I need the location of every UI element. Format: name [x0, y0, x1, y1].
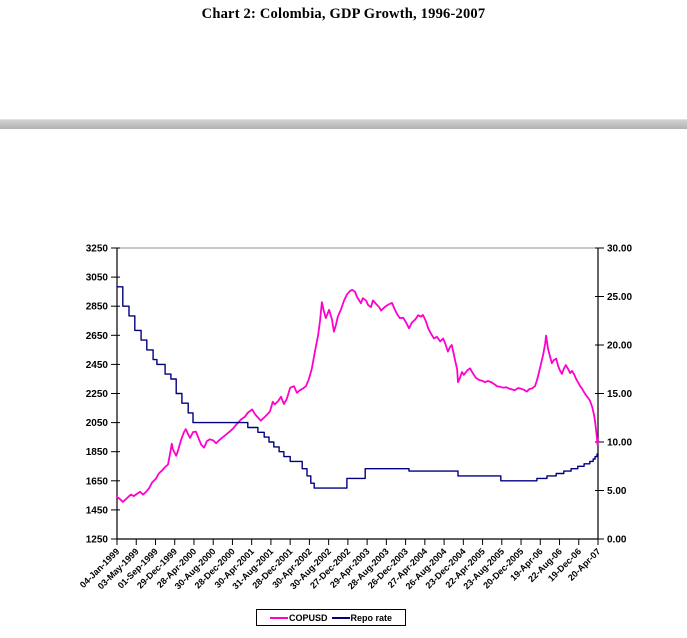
right-axis-tick-label: 0.00	[607, 535, 627, 546]
left-axis-tick-label: 2050	[86, 418, 109, 429]
left-axis-tick-label: 1250	[86, 535, 109, 546]
left-axis-tick-label: 2450	[86, 360, 109, 371]
left-axis-tick-label: 1450	[86, 505, 109, 516]
left-axis-tick-label: 2650	[86, 331, 109, 342]
right-axis-tick-label: 30.00	[607, 244, 632, 255]
chart-title: Chart 2: Colombia, GDP Growth, 1996-2007	[201, 6, 486, 22]
legend-label-repo-rate: Repo rate	[350, 612, 393, 623]
section-separator-bar	[0, 119, 687, 129]
legend-item-copusd: COPUSD	[269, 612, 328, 623]
left-axis-tick-label: 1850	[86, 447, 109, 458]
legend-item-repo-rate: Repo rate	[331, 612, 393, 623]
left-axis-tick-label: 3250	[86, 244, 109, 255]
right-axis-tick-label: 15.00	[607, 389, 632, 400]
left-axis-tick-label: 3050	[86, 273, 109, 284]
right-axis-tick-label: 25.00	[607, 292, 632, 303]
right-axis-tick-label: 10.00	[607, 438, 632, 449]
copusd-line	[116, 288, 599, 503]
chart-legend: COPUSD Repo rate	[256, 609, 406, 626]
copusd-line-swatch	[269, 616, 288, 619]
repo-rate-line-swatch	[331, 616, 350, 619]
left-axis-tick-label: 2850	[86, 302, 109, 313]
left-axis-tick-label: 2250	[86, 389, 109, 400]
right-axis-tick-label: 5.00	[607, 486, 627, 497]
left-axis-tick-label: 1650	[86, 476, 109, 487]
repo-rate-line	[116, 286, 599, 489]
right-axis-tick-label: 20.00	[607, 341, 632, 352]
legend-label-copusd: COPUSD	[288, 612, 328, 623]
